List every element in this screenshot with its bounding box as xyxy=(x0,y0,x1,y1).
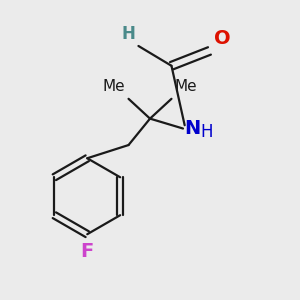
Text: H: H xyxy=(122,25,136,43)
Text: F: F xyxy=(81,242,94,262)
Text: H: H xyxy=(200,123,213,141)
Text: Me: Me xyxy=(175,79,197,94)
Text: N: N xyxy=(185,119,201,138)
Text: Me: Me xyxy=(103,79,125,94)
Text: O: O xyxy=(214,28,231,48)
